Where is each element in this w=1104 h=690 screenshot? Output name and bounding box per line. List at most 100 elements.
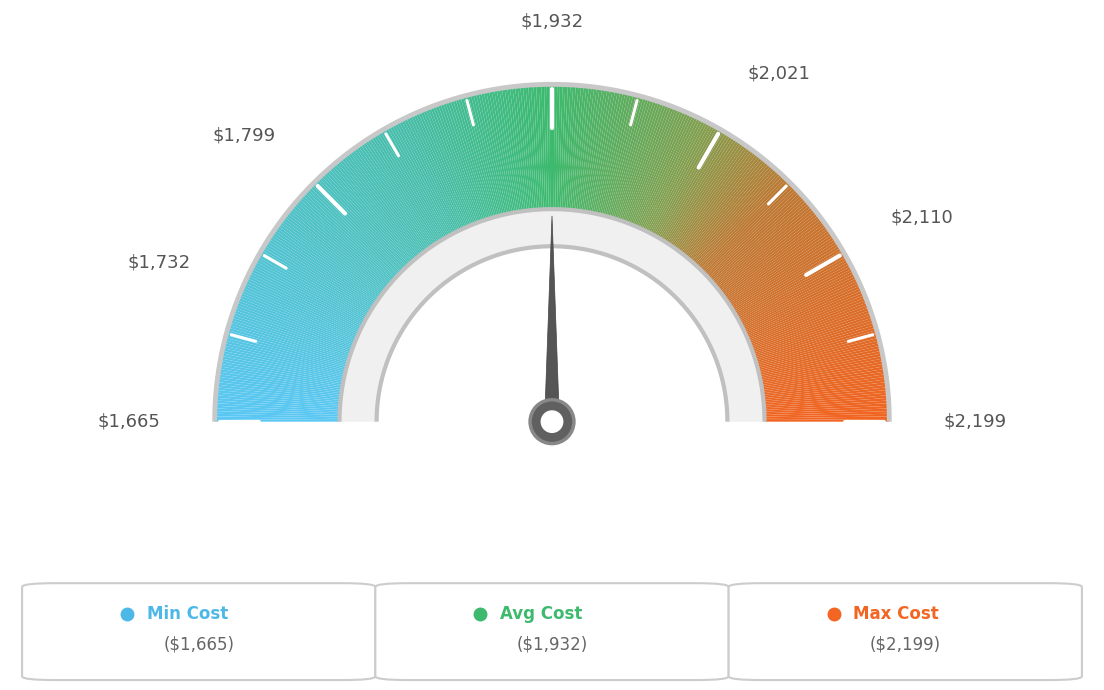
Wedge shape: [217, 377, 341, 395]
Text: ($1,665): ($1,665): [163, 635, 234, 653]
Wedge shape: [267, 239, 373, 308]
Wedge shape: [762, 364, 884, 387]
Wedge shape: [455, 98, 492, 218]
Wedge shape: [691, 167, 775, 262]
Text: ($1,932): ($1,932): [517, 635, 587, 653]
Wedge shape: [244, 283, 359, 336]
Wedge shape: [499, 88, 520, 212]
Wedge shape: [559, 84, 565, 209]
Wedge shape: [333, 164, 415, 260]
Wedge shape: [317, 177, 405, 269]
Wedge shape: [219, 366, 342, 388]
Wedge shape: [362, 141, 434, 246]
Wedge shape: [215, 411, 340, 417]
Wedge shape: [630, 108, 679, 225]
Wedge shape: [458, 97, 495, 217]
Wedge shape: [276, 226, 379, 299]
Wedge shape: [466, 95, 499, 216]
Text: Max Cost: Max Cost: [853, 605, 940, 623]
Wedge shape: [468, 95, 501, 216]
Wedge shape: [227, 328, 348, 364]
Wedge shape: [700, 179, 788, 270]
Wedge shape: [541, 84, 546, 209]
Wedge shape: [626, 105, 671, 223]
Wedge shape: [591, 90, 615, 213]
Wedge shape: [215, 398, 340, 408]
Wedge shape: [744, 275, 857, 331]
Wedge shape: [453, 99, 491, 219]
Wedge shape: [463, 96, 498, 217]
Wedge shape: [230, 320, 349, 359]
Polygon shape: [544, 216, 560, 442]
Wedge shape: [214, 416, 340, 420]
Wedge shape: [763, 374, 887, 393]
Wedge shape: [300, 195, 395, 280]
Wedge shape: [745, 283, 860, 336]
Wedge shape: [761, 361, 884, 385]
Wedge shape: [280, 219, 382, 295]
Wedge shape: [401, 119, 458, 232]
Wedge shape: [728, 232, 832, 304]
Wedge shape: [660, 131, 726, 239]
Wedge shape: [751, 302, 869, 348]
Wedge shape: [764, 416, 890, 420]
Wedge shape: [390, 125, 452, 235]
Wedge shape: [533, 85, 542, 210]
Wedge shape: [256, 257, 367, 319]
Text: $2,110: $2,110: [891, 208, 954, 226]
Wedge shape: [251, 268, 362, 326]
Wedge shape: [225, 335, 347, 369]
Wedge shape: [762, 371, 887, 392]
Wedge shape: [552, 84, 554, 209]
Wedge shape: [289, 208, 388, 289]
Wedge shape: [355, 146, 429, 249]
Wedge shape: [661, 132, 729, 240]
Wedge shape: [659, 130, 724, 239]
Circle shape: [530, 400, 574, 444]
Wedge shape: [385, 128, 448, 237]
Wedge shape: [261, 250, 369, 315]
Wedge shape: [732, 243, 840, 310]
Wedge shape: [235, 302, 353, 348]
Wedge shape: [750, 297, 867, 345]
Wedge shape: [754, 315, 873, 356]
Wedge shape: [236, 300, 353, 346]
Wedge shape: [266, 241, 372, 309]
Wedge shape: [428, 107, 476, 224]
Wedge shape: [489, 90, 513, 213]
Wedge shape: [585, 88, 607, 212]
Wedge shape: [443, 101, 485, 221]
Wedge shape: [624, 104, 669, 222]
Wedge shape: [755, 322, 875, 361]
Wedge shape: [329, 167, 413, 262]
Wedge shape: [639, 115, 693, 228]
Wedge shape: [620, 103, 664, 221]
Wedge shape: [481, 91, 509, 214]
Wedge shape: [562, 85, 571, 210]
Wedge shape: [715, 206, 814, 288]
Wedge shape: [476, 92, 506, 215]
Wedge shape: [762, 366, 885, 388]
Wedge shape: [746, 285, 861, 337]
Wedge shape: [635, 111, 686, 226]
Wedge shape: [341, 157, 421, 256]
Wedge shape: [215, 400, 340, 410]
Wedge shape: [396, 121, 456, 233]
Wedge shape: [681, 153, 758, 254]
Wedge shape: [216, 390, 340, 404]
Wedge shape: [437, 104, 481, 221]
Wedge shape: [411, 115, 465, 228]
Wedge shape: [224, 338, 347, 371]
Wedge shape: [723, 221, 825, 297]
Wedge shape: [655, 126, 716, 236]
Wedge shape: [764, 400, 889, 410]
Wedge shape: [578, 87, 597, 211]
Wedge shape: [763, 387, 888, 402]
Wedge shape: [742, 271, 854, 328]
Wedge shape: [383, 128, 447, 238]
Wedge shape: [311, 183, 402, 273]
Wedge shape: [364, 139, 435, 245]
Wedge shape: [450, 99, 489, 219]
Wedge shape: [617, 101, 659, 220]
Wedge shape: [241, 290, 357, 340]
